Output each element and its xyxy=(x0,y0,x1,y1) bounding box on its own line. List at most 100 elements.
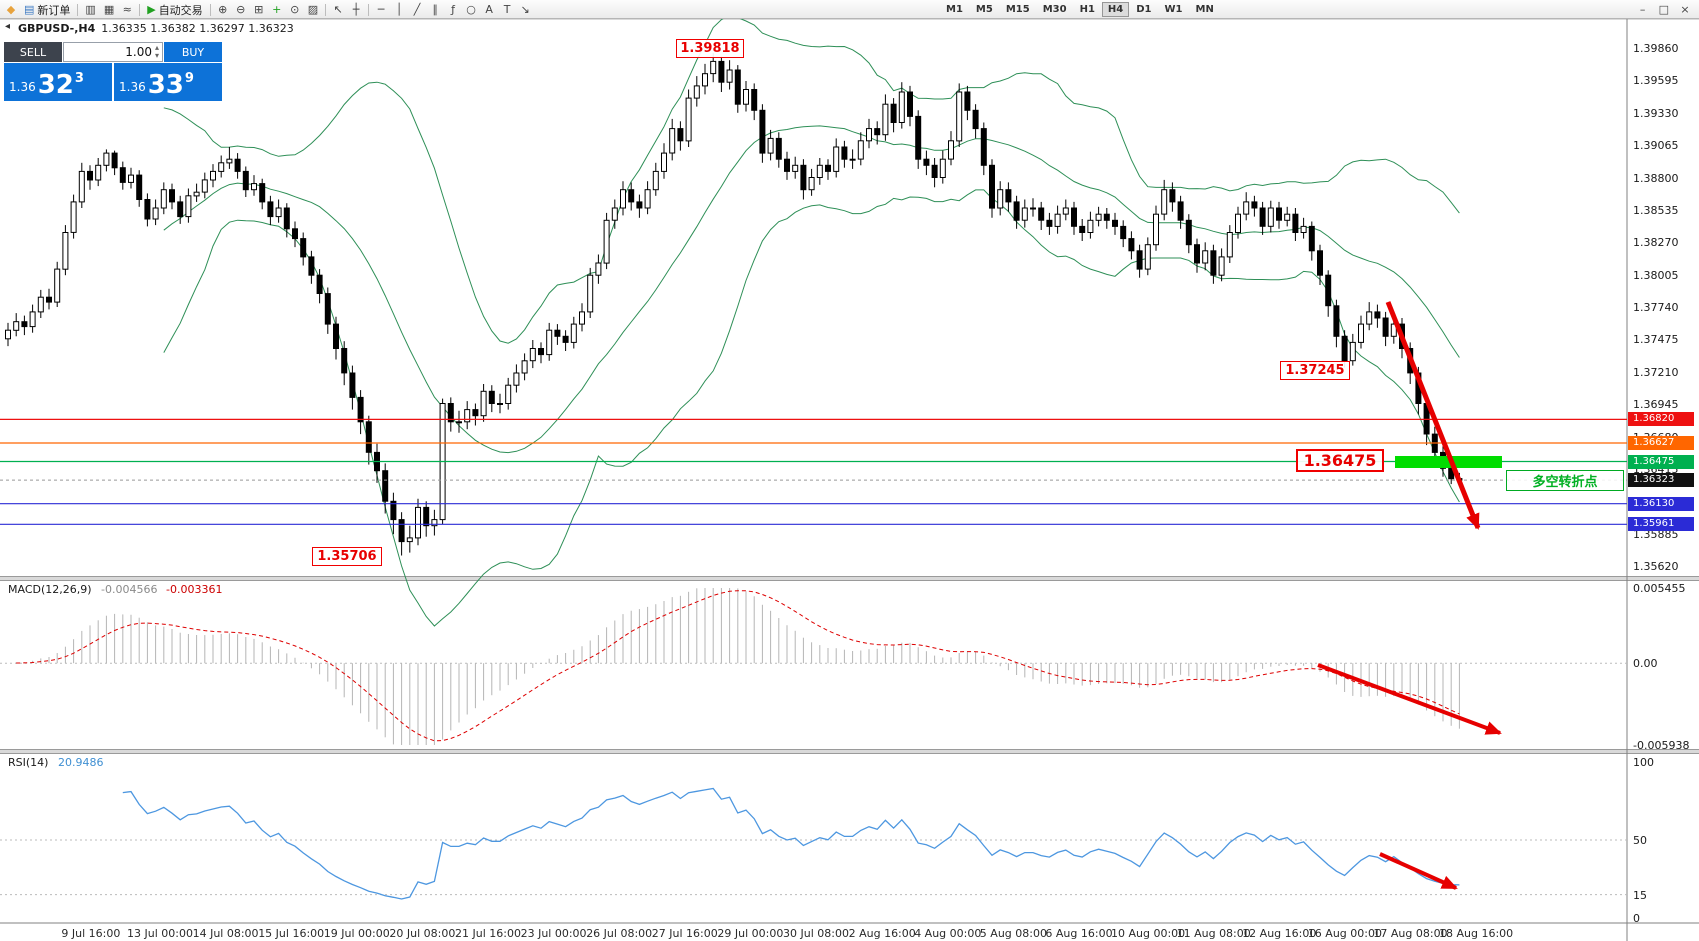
time-axis-label: 26 Jul 08:00 xyxy=(586,927,653,940)
timeframe-h1[interactable]: H1 xyxy=(1079,4,1095,15)
new-order-button-label: 新订单 xyxy=(37,3,71,17)
timeframe-d1[interactable]: D1 xyxy=(1136,4,1152,15)
volume-field-wrap: ▴▾ xyxy=(63,42,163,62)
templates-button[interactable]: ▨ xyxy=(304,2,322,18)
shapes-tool-button[interactable]: ○ xyxy=(462,2,480,18)
time-axis-label: 4 Aug 00:00 xyxy=(914,927,982,940)
rsi-line xyxy=(122,787,1460,900)
price-axis-label: 1.37475 xyxy=(1633,333,1679,347)
green-highlight-bar[interactable] xyxy=(1395,456,1502,468)
window-close-button[interactable]: × xyxy=(1676,2,1694,18)
time-axis-label: 17 Aug 08:00 xyxy=(1373,927,1448,940)
buy-price-box[interactable]: 1.36 33 9 xyxy=(114,63,222,101)
fibonacci-tool-button-icon: ƒ xyxy=(451,2,456,16)
indicators-button[interactable]: + xyxy=(268,2,286,18)
time-axis-label: 19 Jul 00:00 xyxy=(323,927,390,940)
vline-tool-button[interactable]: │ xyxy=(390,2,408,18)
autotrading-button-icon: ▶ xyxy=(147,2,156,16)
price-axis-label: 1.39330 xyxy=(1633,106,1679,120)
one-click-price-row: 1.36 32 3 1.36 33 9 xyxy=(4,63,222,101)
sell-price-box[interactable]: 1.36 32 3 xyxy=(4,63,112,101)
timeframe-m5[interactable]: M5 xyxy=(975,4,993,15)
volume-stepper-icon[interactable]: ▴ ▾ xyxy=(154,43,159,60)
zoom-in-button[interactable]: ⊕ xyxy=(214,2,232,18)
level-price-tag[interactable]: 1.36475 xyxy=(1628,454,1694,469)
time-axis-label: 9 Jul 16:00 xyxy=(61,927,121,940)
sell-button[interactable]: SELL xyxy=(4,42,62,62)
crosshair-button[interactable]: ┼ xyxy=(347,2,365,18)
timeframe-m15[interactable]: M15 xyxy=(1005,4,1030,15)
time-axis-label: 14 Jul 08:00 xyxy=(192,927,259,940)
text-tool-button[interactable]: A xyxy=(480,2,498,18)
zoom-out-button-icon: ⊖ xyxy=(236,2,246,16)
timeframe-h4[interactable]: H4 xyxy=(1101,2,1130,17)
arrows-tool-button[interactable]: ↘ xyxy=(516,2,534,18)
macd-name: MACD(12,26,9) xyxy=(8,583,92,596)
price-axis-label: 1.36945 xyxy=(1633,398,1679,412)
rsi-value: 20.9486 xyxy=(57,756,104,769)
periods-button[interactable]: ⊙ xyxy=(286,2,304,18)
level-price-tag[interactable]: 1.35961 xyxy=(1628,517,1694,532)
window-restore-button[interactable]: □ xyxy=(1655,2,1673,18)
level-callout-137245[interactable]: 1.37245 xyxy=(1280,361,1350,380)
timeframe-w1[interactable]: W1 xyxy=(1164,4,1183,15)
fibonacci-tool-button[interactable]: ƒ xyxy=(444,2,462,18)
new-order-button[interactable]: ▤ 新订单 xyxy=(20,2,74,18)
rsi-down-arrow[interactable] xyxy=(1379,852,1458,890)
autotrading-button[interactable]: ▶ 自动交易 xyxy=(143,2,206,18)
timeframe-mn[interactable]: MN xyxy=(1195,4,1214,15)
cursor-button-icon: ↖ xyxy=(333,2,343,16)
hline-tool-button[interactable]: ─ xyxy=(372,2,390,18)
cursor-button[interactable]: ↖ xyxy=(329,2,347,18)
rsi-axis-label: 15 xyxy=(1633,888,1647,902)
time-axis-label: 2 Aug 16:00 xyxy=(848,927,916,940)
level-price-tag[interactable]: 1.36130 xyxy=(1628,496,1694,511)
rsi-indicator-label: RSI(14) 20.9486 xyxy=(8,756,103,769)
window-minimize-button-icon: – xyxy=(1639,2,1646,16)
trendline-tool-button-icon: ╱ xyxy=(413,2,421,16)
volume-input[interactable] xyxy=(99,45,152,59)
chart-line-button[interactable]: ≈ xyxy=(118,2,136,18)
price-axis-label: 1.38270 xyxy=(1633,236,1679,250)
new-order-button-icon: ▤ xyxy=(24,2,35,16)
trendline-tool-button[interactable]: ╱ xyxy=(408,2,426,18)
price-down-arrow[interactable] xyxy=(1385,301,1481,530)
chart-bars-button[interactable]: ▥ xyxy=(81,2,99,18)
chart-candlesticks-button[interactable]: ▦ xyxy=(100,2,118,18)
high-price-callout[interactable]: 1.39818 xyxy=(676,39,744,58)
timeframe-m1[interactable]: M1 xyxy=(946,4,963,15)
buy-button[interactable]: BUY xyxy=(164,42,222,62)
turning-point-label[interactable]: 多空转折点 xyxy=(1506,470,1624,491)
time-axis-label: 13 Jul 00:00 xyxy=(127,927,193,940)
level-callout-136475[interactable]: 1.36475 xyxy=(1296,449,1384,472)
timeframe-toolbar: M1 M5 M15 M30 H1 H4 D1 W1 MN xyxy=(940,1,1221,18)
channel-tool-button[interactable]: ∥ xyxy=(426,2,444,18)
rsi-axis-label: 0 xyxy=(1633,912,1640,925)
tile-windows-button[interactable]: ⊞ xyxy=(250,2,268,18)
one-click-header-row: SELL ▴▾ BUY xyxy=(4,42,222,62)
macd-axis-label: 0.005455 xyxy=(1633,582,1686,595)
chart-line-button-icon: ≈ xyxy=(122,2,132,16)
level-price-tag[interactable]: 1.36627 xyxy=(1628,435,1694,450)
chart-context-icon: ◂ xyxy=(5,21,11,32)
rsi-panel-separator[interactable] xyxy=(0,750,1699,753)
macd-axis-label: -0.005938 xyxy=(1633,739,1690,752)
price-axis-label: 1.38005 xyxy=(1633,268,1679,282)
level-price-tag[interactable]: 1.36820 xyxy=(1628,412,1694,427)
periods-button-icon: ⊙ xyxy=(290,2,300,16)
zoom-out-button[interactable]: ⊖ xyxy=(232,2,250,18)
window-minimize-button[interactable]: – xyxy=(1634,2,1652,18)
timeframe-m30[interactable]: M30 xyxy=(1042,4,1067,15)
shapes-tool-button-icon: ○ xyxy=(466,2,476,16)
macd-axis-label: 0.00 xyxy=(1633,657,1658,671)
label-tool-button[interactable]: T xyxy=(498,2,516,18)
current-price-tag[interactable]: 1.36323 xyxy=(1628,473,1694,488)
macd-panel-separator[interactable] xyxy=(0,577,1699,580)
app-logo[interactable]: ◆ xyxy=(2,2,20,18)
zoom-in-button-icon: ⊕ xyxy=(218,2,228,16)
low-price-callout[interactable]: 1.35706 xyxy=(312,547,382,566)
macd-down-arrow[interactable] xyxy=(1317,663,1502,735)
time-axis-label: 10 Aug 00:00 xyxy=(1111,927,1186,940)
